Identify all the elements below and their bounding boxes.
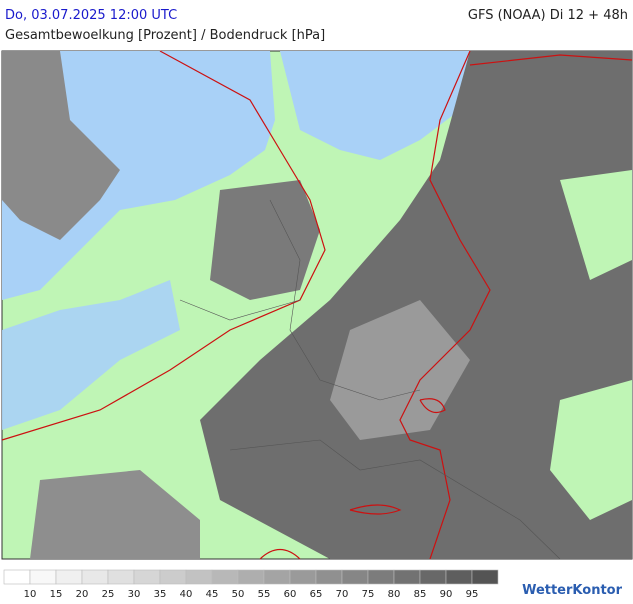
- legend-swatch: [159, 569, 187, 585]
- legend-label: 90: [440, 589, 453, 600]
- legend-swatch: [3, 569, 31, 585]
- legend-label: 70: [336, 589, 349, 600]
- legend: 10 15 20 25 30 35 40 45 50 55 60 65 70 75 80 85 90 95: [3, 569, 499, 600]
- legend-label: 15: [50, 589, 63, 600]
- legend-label: 30: [128, 589, 141, 600]
- legend-swatch: [263, 569, 291, 585]
- legend-swatch: [341, 569, 369, 585]
- subtitle: Gesamtbewoelkung [Prozent] / Bodendruck …: [5, 28, 325, 43]
- legend-swatch: [471, 569, 499, 585]
- legend-label: 20: [76, 589, 89, 600]
- legend-swatch: [237, 569, 265, 585]
- legend-label: 55: [258, 589, 271, 600]
- legend-label: 35: [154, 589, 167, 600]
- brand: WetterKontor: [522, 583, 623, 598]
- map: [1, 50, 633, 560]
- legend-swatch: [29, 569, 57, 585]
- legend-swatch: [289, 569, 317, 585]
- datetime: Do, 03.07.2025 12:00 UTC: [5, 8, 177, 23]
- model-run: GFS (NOAA) Di 12 + 48h: [468, 8, 628, 23]
- legend-swatch: [445, 569, 473, 585]
- legend-label: 60: [284, 589, 297, 600]
- legend-label: 80: [388, 589, 401, 600]
- legend-label: 25: [102, 589, 115, 600]
- legend-swatch: [419, 569, 447, 585]
- legend-label: 10: [24, 589, 37, 600]
- legend-label: 50: [232, 589, 245, 600]
- legend-swatch: [185, 569, 213, 585]
- legend-label: 75: [362, 589, 375, 600]
- legend-swatch: [211, 569, 239, 585]
- legend-swatch: [393, 569, 421, 585]
- legend-swatch: [367, 569, 395, 585]
- legend-label: 45: [206, 589, 219, 600]
- legend-swatch: [107, 569, 135, 585]
- legend-swatch: [55, 569, 83, 585]
- legend-label: 40: [180, 589, 193, 600]
- legend-swatch: [133, 569, 161, 585]
- legend-label: 65: [310, 589, 323, 600]
- legend-label: 95: [466, 589, 479, 600]
- legend-swatch: [81, 569, 109, 585]
- legend-swatch: [315, 569, 343, 585]
- legend-label: 85: [414, 589, 427, 600]
